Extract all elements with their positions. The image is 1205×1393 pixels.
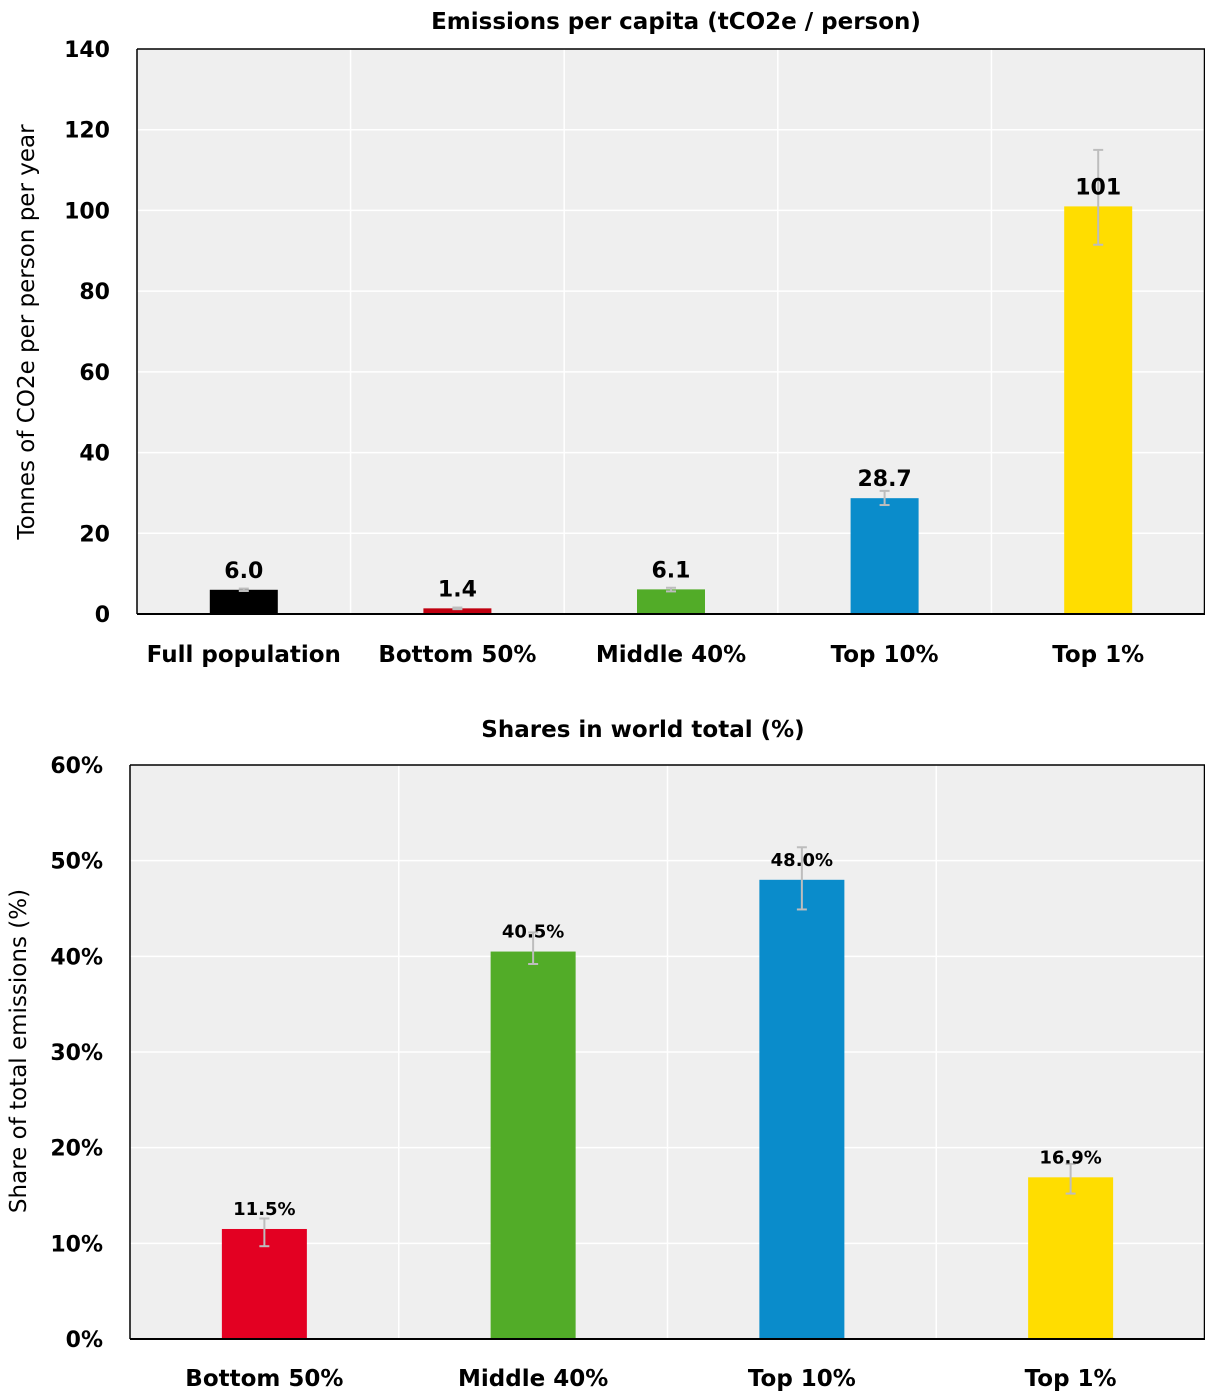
data-label: 101 — [1075, 175, 1121, 200]
data-label: 48.0% — [771, 850, 833, 871]
error-bar — [666, 586, 676, 593]
x-tick-label: Top 10% — [831, 642, 939, 668]
data-label: 16.9% — [1039, 1147, 1101, 1168]
chart-title: Shares in world total (%) — [481, 717, 804, 743]
x-tick-label: Top 10% — [748, 1366, 856, 1392]
error-bar — [452, 606, 463, 611]
error-bar — [528, 931, 539, 965]
bar — [490, 951, 576, 1339]
y-tick-label: 50% — [50, 850, 103, 875]
emissions-per-capita-chart: Emissions per capita (tCO2e / person) To… — [14, 9, 1205, 668]
y-tick-label: 40 — [79, 442, 110, 467]
chart-title: Emissions per capita (tCO2e / person) — [431, 9, 921, 35]
x-tick-label: Full population — [147, 642, 341, 668]
error-bar — [259, 1217, 270, 1248]
x-tick-label: Middle 40% — [596, 642, 746, 668]
data-label: 11.5% — [233, 1199, 295, 1220]
y-tick-label: 60 — [79, 361, 110, 386]
y-tick-label: 60% — [50, 754, 103, 779]
y-tick-label: 0% — [66, 1328, 103, 1353]
bar — [759, 879, 845, 1339]
bar — [423, 608, 492, 614]
data-label: 6.0 — [224, 559, 263, 584]
x-tick-label: Top 1% — [1025, 1366, 1117, 1392]
bar — [209, 589, 278, 614]
y-tick-label: 120 — [64, 119, 110, 144]
error-bar — [238, 587, 249, 592]
y-tick-label: 140 — [64, 38, 110, 63]
x-tick-label: Top 1% — [1052, 642, 1144, 668]
bar — [637, 589, 705, 614]
error-bar — [1065, 1162, 1076, 1195]
bar — [850, 498, 919, 614]
x-tick-label: Bottom 50% — [185, 1366, 343, 1392]
error-bar — [879, 489, 890, 507]
y-tick-label: 20 — [79, 522, 110, 547]
error-bar — [1093, 148, 1104, 246]
data-label: 6.1 — [652, 558, 691, 583]
y-tick-label: 100 — [64, 199, 110, 224]
y-axis-label: Tonnes of CO2e per person per year — [14, 124, 40, 541]
y-tick-label: 30% — [50, 1041, 103, 1066]
data-label: 1.4 — [438, 577, 477, 602]
shares-in-world-total-chart: Shares in world total (%) Share of total… — [6, 717, 1205, 1392]
bar — [1064, 206, 1133, 614]
x-tick-label: Bottom 50% — [378, 642, 536, 668]
bar — [1028, 1177, 1114, 1339]
y-tick-label: 10% — [50, 1232, 103, 1257]
y-tick-label: 20% — [50, 1137, 103, 1162]
x-tick-label: Middle 40% — [458, 1366, 608, 1392]
y-tick-label: 80 — [79, 280, 110, 305]
data-label: 28.7 — [857, 467, 911, 492]
error-bar — [796, 846, 807, 911]
y-axis-label: Share of total emissions (%) — [6, 889, 32, 1213]
bar — [221, 1228, 307, 1339]
y-tick-label: 40% — [50, 945, 103, 970]
plot-area — [137, 49, 1205, 614]
y-tick-label: 0 — [95, 603, 110, 628]
data-label: 40.5% — [502, 922, 564, 943]
